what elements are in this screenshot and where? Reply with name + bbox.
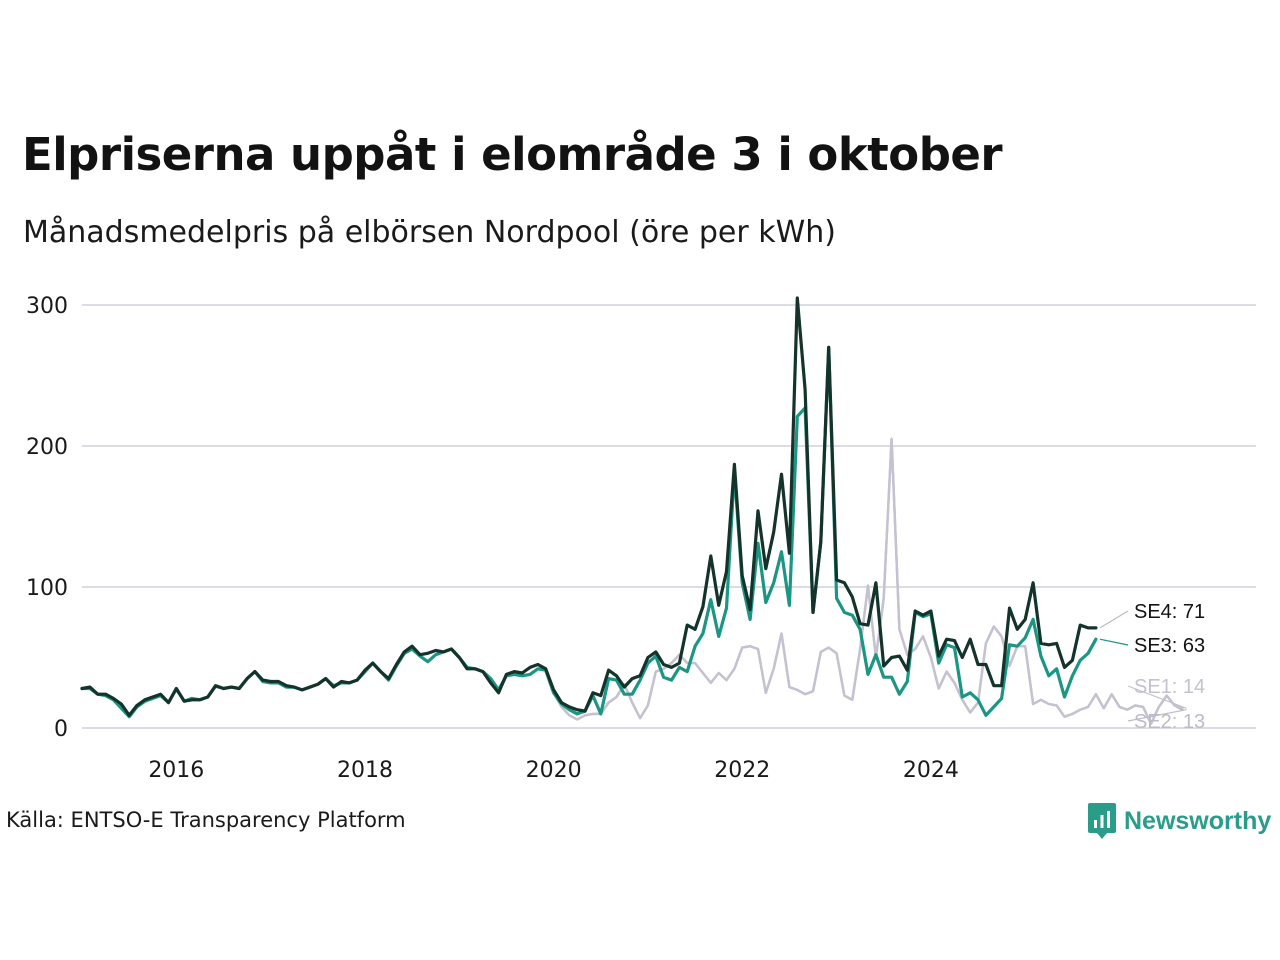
series-layer xyxy=(80,296,1184,725)
brand-name: Newsworthy xyxy=(1124,806,1272,835)
series-line-se4 xyxy=(80,296,1098,717)
y-tick-label: 100 xyxy=(26,576,68,601)
chart-title: Elpriserna uppåt i elområde 3 i oktober xyxy=(22,128,1003,181)
newsworthy-logo-icon xyxy=(1088,803,1116,839)
brand-logo[interactable]: Newsworthy xyxy=(1088,803,1271,839)
series-label-se1: SE1: 14 xyxy=(1134,676,1205,698)
grid-layer: 0 100 200 300 2016 2018 2020 2022 2024 xyxy=(26,294,1256,783)
x-tick-label: 2024 xyxy=(903,758,959,783)
label-leader-se1 xyxy=(1127,685,1187,709)
y-tick-label: 0 xyxy=(54,717,68,742)
x-tick-label: 2020 xyxy=(526,758,582,783)
y-tick-label: 200 xyxy=(26,435,68,460)
x-tick-label: 2018 xyxy=(337,758,393,783)
series-line-se3 xyxy=(80,345,1098,719)
y-tick-label: 300 xyxy=(26,294,68,319)
label-leader-se3 xyxy=(1099,638,1129,646)
series-label-se3: SE3: 63 xyxy=(1134,635,1205,657)
series-label-se2: SE2: 13 xyxy=(1134,711,1205,733)
chart-subtitle: Månadsmedelpris på elbörsen Nordpool (ör… xyxy=(23,215,836,250)
series-label-se4: SE4: 71 xyxy=(1134,601,1205,623)
source-note: Källa: ENTSO-E Transparency Platform xyxy=(6,808,406,832)
x-tick-label: 2016 xyxy=(148,758,204,783)
label-leader-se4 xyxy=(1099,610,1129,629)
label-leader-se2 xyxy=(1127,709,1187,722)
label-layer: SE2: 13 SE1: 14 SE3: 63 SE4: 71 xyxy=(1099,601,1205,733)
x-tick-label: 2022 xyxy=(714,758,770,783)
